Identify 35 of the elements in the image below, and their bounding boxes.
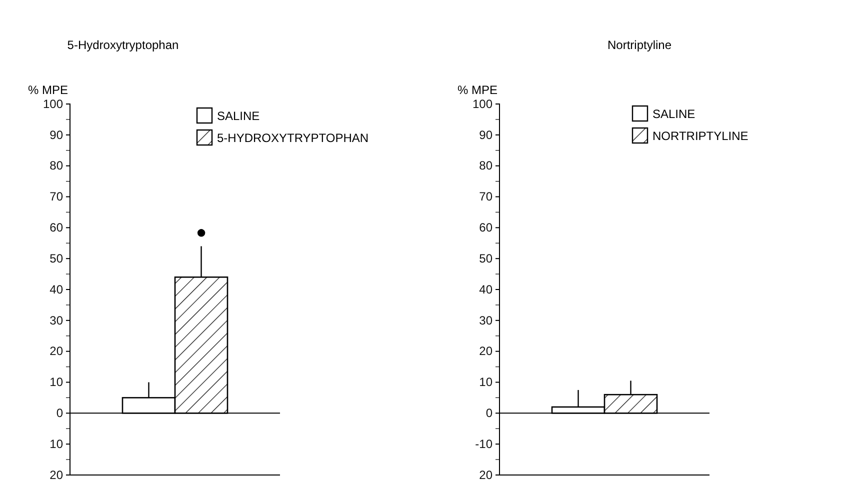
y-tick-label: 60 — [50, 220, 64, 235]
y-axis-title: % MPE — [28, 83, 68, 97]
y-tick-label: 40 — [479, 282, 493, 296]
chart-title: Nortriptyline — [607, 38, 672, 52]
y-tick-label: 70 — [479, 190, 493, 204]
y-tick-label: 80 — [479, 158, 493, 173]
y-tick-label: 10 — [50, 436, 64, 451]
y-tick-label: -10 — [475, 436, 493, 451]
y-tick-label: 30 — [479, 313, 493, 328]
y-tick-label: 30 — [50, 313, 64, 328]
y-tick-label: 20 — [479, 468, 493, 482]
legend-label: SALINE — [217, 109, 260, 123]
y-tick-label: 60 — [479, 220, 493, 235]
y-tick-label: 80 — [50, 158, 64, 173]
legend-label: NORTRIPTYLINE — [652, 129, 748, 143]
y-tick-label: 20 — [50, 468, 64, 482]
y-tick-label: 10 — [479, 375, 493, 390]
y-tick-label: 90 — [50, 128, 64, 142]
y-tick-label: 50 — [479, 251, 493, 266]
y-tick-label: 70 — [50, 190, 64, 204]
y-tick-label: 100 — [472, 96, 493, 111]
y-tick-label: 40 — [50, 282, 64, 296]
y-tick-label: 10 — [50, 375, 64, 390]
legend-label: 5-HYDROXYTRYPTOPHAN — [217, 131, 369, 145]
y-tick-label: 90 — [479, 128, 493, 142]
y-tick-label: 0 — [56, 406, 64, 420]
y-tick-label: 20 — [50, 344, 64, 358]
y-tick-label: 100 — [42, 96, 64, 111]
y-axis-title: % MPE — [457, 83, 498, 97]
chart-title: 5-Hydroxytryptophan — [67, 38, 179, 52]
y-tick-label: 0 — [486, 406, 493, 420]
legend-label: SALINE — [652, 107, 696, 121]
y-tick-label: 20 — [479, 344, 493, 358]
annotation: ● — [196, 222, 207, 242]
y-tick-label: 50 — [50, 251, 64, 266]
